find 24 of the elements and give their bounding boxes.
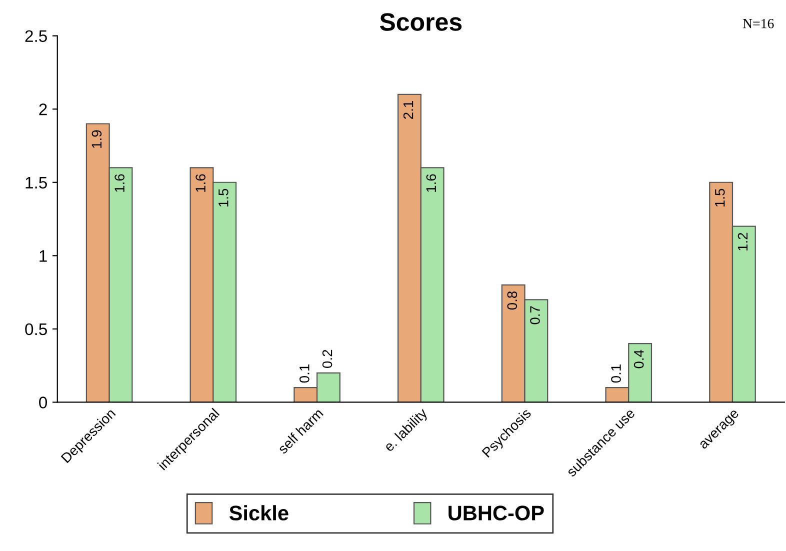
data-label: 1.9	[92, 130, 102, 148]
data-label: 0.7	[530, 306, 540, 324]
y-tick-label: 0.5	[25, 323, 47, 336]
y-tick-label: 2	[39, 104, 47, 116]
data-label: 0.4	[634, 350, 644, 368]
data-label: 1.6	[114, 174, 124, 192]
chart-title: Scores	[380, 13, 462, 31]
data-label: 0.2	[322, 350, 332, 368]
legend-label: UBHC-OP	[448, 506, 544, 520]
data-label: 0.8	[507, 291, 518, 310]
y-tick-label: 2.5	[25, 30, 47, 42]
data-label: 1.5	[715, 188, 725, 206]
data-label: 1.2	[738, 232, 748, 250]
legend-label: Sickle	[229, 505, 288, 520]
data-label: 1.5	[218, 188, 228, 206]
data-label: 0.1	[611, 364, 621, 383]
y-tick-label: 1.5	[26, 176, 47, 189]
data-label: 2.1	[403, 100, 414, 119]
y-tick-label: 0	[39, 396, 48, 408]
data-label: 1.6	[426, 174, 436, 192]
text: N=16	[742, 18, 774, 28]
data-label: 0.1	[300, 364, 310, 383]
data-label: 1.6	[196, 174, 206, 192]
y-tick-label: 1	[40, 250, 47, 262]
